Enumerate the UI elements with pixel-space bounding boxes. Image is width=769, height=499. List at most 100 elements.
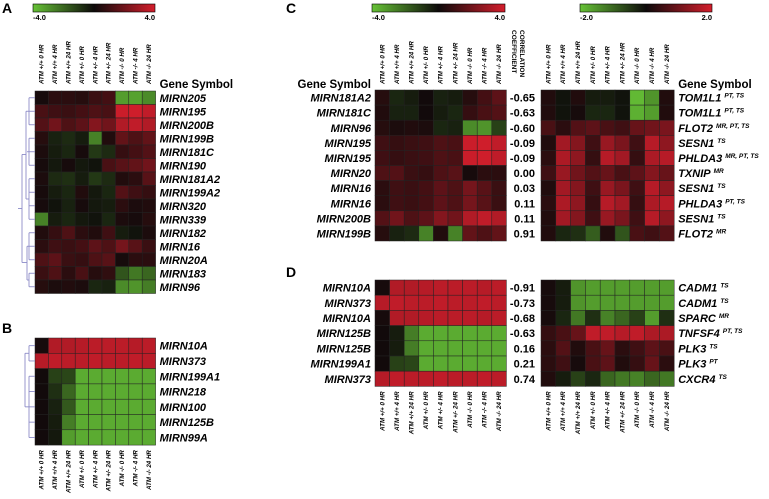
heatmap-cell — [585, 150, 601, 166]
heatmap-cell — [629, 180, 645, 196]
heatmap-cell — [629, 370, 645, 387]
target-gene-evidence: TS — [717, 213, 726, 220]
heatmap-cell — [115, 212, 130, 227]
heatmap-cell — [74, 429, 89, 446]
row-label: MIRN190 — [160, 160, 207, 172]
heatmap-cell — [88, 429, 103, 446]
heatmap-cell — [462, 165, 478, 181]
heatmap-cell — [644, 279, 660, 296]
heatmap-cell — [462, 225, 478, 242]
heatmap-cell — [540, 135, 557, 151]
heatmap-cell — [403, 150, 420, 166]
heatmap-cell — [101, 131, 116, 146]
heatmap-cell — [141, 225, 156, 240]
heatmap-cell — [476, 210, 493, 227]
heatmap-cell — [389, 89, 405, 106]
heatmap-cell — [462, 89, 478, 106]
heatmap-cell — [389, 165, 405, 181]
target-gene-evidence: PT — [709, 359, 718, 366]
heatmap-cell — [433, 340, 449, 357]
heatmap-cell — [141, 212, 156, 227]
heatmap-cell — [462, 294, 478, 311]
heatmap-cell — [585, 180, 601, 196]
target-gene-label: SESN1 TS — [678, 183, 726, 195]
heatmap-cell — [115, 266, 130, 281]
heatmap-cell — [88, 239, 103, 254]
heatmap-cell — [74, 266, 89, 281]
heatmap-cell — [462, 180, 478, 196]
target-gene-label: PLK3 PT — [678, 359, 718, 371]
heatmap-cell — [462, 325, 478, 342]
heatmap-cell — [447, 325, 463, 342]
heatmap-cell — [403, 89, 420, 106]
correlation-value: 0.21 — [514, 359, 535, 371]
heatmap-cell — [128, 279, 143, 294]
heatmap-cell — [88, 198, 103, 213]
heatmap-cell — [614, 294, 631, 311]
heatmap-cell — [101, 117, 116, 132]
target-gene-evidence: TS — [720, 298, 729, 305]
heatmap-cell — [101, 252, 116, 267]
heatmap-cell — [491, 119, 507, 136]
target-gene-evidence: TS — [709, 343, 718, 350]
heatmap-cell — [101, 279, 116, 294]
heatmap-cell — [491, 225, 507, 242]
heatmap-cell — [101, 104, 116, 119]
heatmap-cell — [418, 89, 434, 106]
heatmap-cell — [115, 144, 130, 159]
heatmap-cell — [570, 325, 586, 342]
column-label: ATM -/- 4 HR — [482, 47, 489, 85]
target-gene-evidence: TS — [717, 183, 726, 190]
heatmap-cell — [585, 165, 601, 181]
heatmap-cell — [599, 310, 616, 326]
heatmap-cell — [491, 195, 507, 212]
heatmap-cell — [48, 337, 63, 354]
heatmap-cell — [629, 150, 645, 166]
heatmap-cell — [34, 414, 49, 431]
heatmap-cell — [61, 414, 76, 431]
heatmap-cell — [374, 225, 390, 242]
row-label: MIRN100 — [160, 402, 207, 414]
heatmap-cell — [540, 340, 557, 357]
heatmap-cell — [614, 210, 631, 227]
heatmap-cell — [48, 171, 63, 186]
heatmap-cell — [585, 294, 601, 311]
heatmap-cell — [433, 370, 449, 387]
column-label: ATM +/- 24 HR — [106, 450, 113, 493]
heatmap-cell — [374, 340, 390, 357]
heatmap-cell — [614, 340, 631, 357]
heatmap-cell — [599, 294, 616, 311]
heatmap-cell — [115, 414, 130, 431]
row-label: MIRN125B — [317, 328, 371, 340]
heatmap-cell — [115, 131, 130, 146]
column-label: ATM +/- 24 HR — [452, 391, 459, 434]
heatmap-cell — [447, 310, 463, 326]
heatmap-c-mirna — [374, 89, 507, 242]
heatmap-cell — [447, 279, 463, 296]
heatmap-cell — [555, 119, 571, 136]
heatmap-cell — [614, 370, 631, 387]
heatmap-cell — [74, 414, 89, 431]
heatmap-cell — [141, 90, 156, 105]
heatmap-cell — [462, 210, 478, 227]
heatmap-cell — [374, 210, 390, 227]
heatmap-cell — [433, 104, 449, 121]
heatmap-cell — [570, 370, 586, 387]
heatmap-cell — [418, 104, 434, 121]
row-label: MIRN125B — [317, 343, 371, 355]
row-label: MIRN195 — [160, 106, 207, 118]
heatmap-cell — [48, 144, 63, 159]
target-gene-label: TOM1L1 PT, TS — [678, 108, 745, 120]
heatmap-cell — [585, 210, 601, 227]
column-label: ATM -/- 0 HR — [119, 47, 126, 85]
target-gene-evidence: PT, TS — [723, 328, 743, 335]
heatmap-cell — [418, 150, 434, 166]
heatmap-cell — [659, 195, 675, 212]
heatmap-cell — [34, 212, 49, 227]
heatmap-cell — [447, 294, 463, 311]
heatmap-cell — [101, 337, 116, 354]
gene-labels-a: MIRN205MIRN195MIRN200BMIRN199BMIRN181CMI… — [160, 93, 221, 294]
heatmap-cell — [462, 279, 478, 296]
heatmap-cell — [88, 144, 103, 159]
heatmap-cell — [659, 210, 675, 227]
